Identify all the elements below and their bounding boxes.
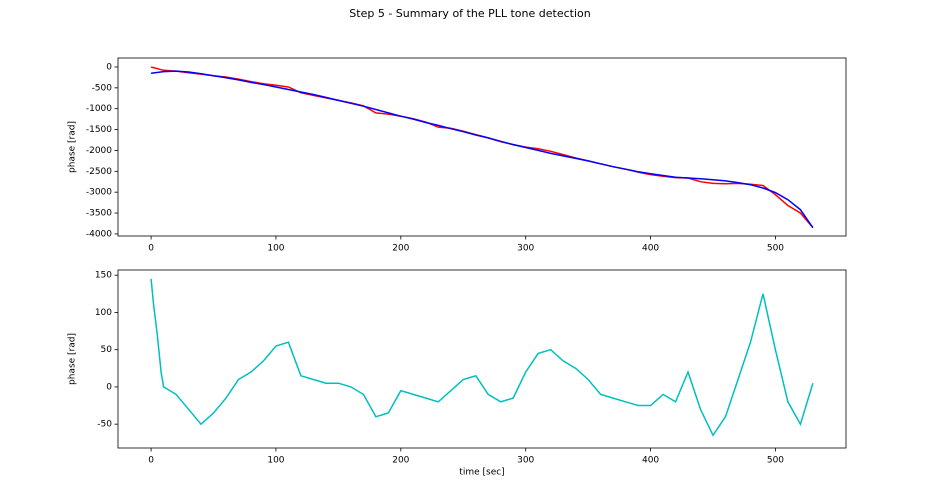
y-axis-label: phase [rad] xyxy=(68,121,78,173)
y-tick-label: 0 xyxy=(106,382,112,392)
y-tick-label: -1500 xyxy=(86,125,112,135)
series-line xyxy=(151,70,814,229)
x-tick-label: 300 xyxy=(517,456,534,466)
y-tick-label: 150 xyxy=(95,271,112,281)
y-tick-label: -2500 xyxy=(86,167,112,177)
x-tick-label: 200 xyxy=(392,456,409,466)
y-tick-label: -50 xyxy=(97,420,112,430)
y-tick-label: -2000 xyxy=(86,146,112,156)
y-tick-label: 50 xyxy=(101,345,113,355)
x-tick-label: 100 xyxy=(267,456,284,466)
x-tick-label: 0 xyxy=(148,244,154,254)
x-tick-label: 0 xyxy=(148,456,154,466)
x-axis-label: time [sec] xyxy=(459,468,504,478)
axes-frame xyxy=(117,269,847,449)
x-tick-label: 500 xyxy=(767,244,784,254)
y-tick-label: 100 xyxy=(95,308,112,318)
x-tick-label: 100 xyxy=(267,244,284,254)
x-tick-label: 300 xyxy=(517,244,534,254)
x-tick-label: 500 xyxy=(767,456,784,466)
axes-frame xyxy=(117,57,847,237)
figure-title: Step 5 - Summary of the PLL tone detecti… xyxy=(349,7,590,20)
series-line xyxy=(150,66,814,229)
y-tick-label: -4000 xyxy=(86,229,112,239)
y-tick-label: -3500 xyxy=(86,209,112,219)
y-tick-label: -3000 xyxy=(86,188,112,198)
y-tick-label: -500 xyxy=(92,83,113,93)
y-tick-label: -1000 xyxy=(86,104,112,114)
series-line xyxy=(150,278,814,437)
y-tick-label: 0 xyxy=(106,62,112,72)
x-tick-label: 400 xyxy=(642,456,659,466)
y-axis-label: phase [rad] xyxy=(68,333,78,385)
x-tick-label: 400 xyxy=(642,244,659,254)
x-tick-label: 200 xyxy=(392,244,409,254)
